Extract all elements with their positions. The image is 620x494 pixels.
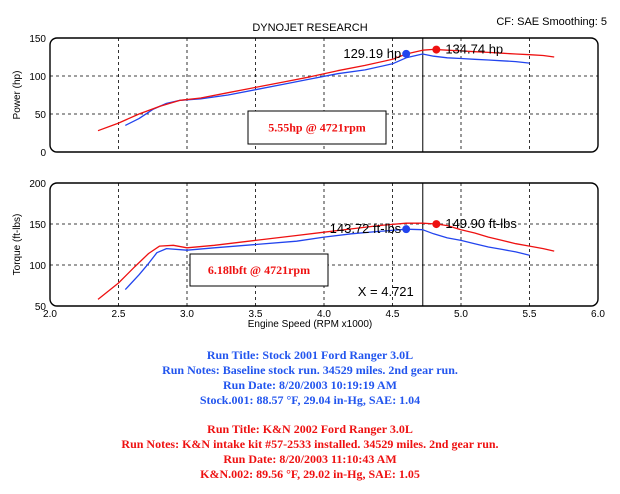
dyno-chart: DYNOJET RESEARCH CF: SAE Smoothing: 5 0 5…	[12, 16, 607, 330]
x-tick-label: 6.0	[591, 309, 605, 320]
peak-label-stock: 129.19 hp	[343, 46, 401, 61]
stock-run-notes: Run Title: Stock 2001 Ford Ranger 3.0L R…	[0, 348, 620, 408]
kn-run-date: Run Date: 8/20/2003 11:10:43 AM	[223, 452, 397, 466]
torque-gain-label: 6.18lbft @ 4721rpm	[208, 263, 310, 277]
x-tick-label: 4.5	[386, 309, 400, 320]
x-tick-label: 4.0	[317, 309, 331, 320]
y-tick-label: 50	[35, 302, 47, 313]
torque-plot: 50 100 150 200 Torque (ft-lbs) 143.72 ft-lbs 1…	[12, 179, 605, 330]
power-gain-box	[247, 110, 387, 145]
series-line-kn	[97, 222, 555, 300]
peak-marker-kn	[432, 220, 441, 229]
cursor-readout: X = 4.721	[358, 284, 414, 299]
kn-run-conditions: K&N.002: 89.56 °F, 29.02 in-Hg, SAE: 1.0…	[200, 467, 420, 481]
power-y-axis-label: Power (hp)	[12, 71, 23, 120]
chart-header-title: DYNOJET RESEARCH	[252, 22, 367, 34]
x-tick-label: 2.0	[43, 309, 57, 320]
power-plot: 0 50 100 150 Power (hp) 129.19 hp 134.74 hp 5.5…	[12, 34, 599, 159]
stock-run-notes-text: Run Notes: Baseline stock run. 34529 mil…	[162, 363, 458, 377]
power-gain-label: 5.55hp @ 4721rpm	[268, 121, 366, 135]
kn-run-notes-text: Run Notes: K&N intake kit #57-2533 insta…	[121, 437, 499, 451]
peak-label-kn: 149.90 ft-lbs	[445, 216, 517, 231]
torque-gain-box	[189, 253, 329, 287]
y-tick-label: 0	[40, 148, 46, 159]
x-axis-label: Engine Speed (RPM x1000)	[248, 319, 373, 330]
series-line-kn	[97, 48, 555, 132]
y-tick-label: 150	[29, 220, 46, 231]
y-tick-label: 100	[29, 261, 46, 272]
peak-marker-stock	[402, 225, 411, 234]
kn-run-title: Run Title: K&N 2002 Ford Ranger 3.0L	[207, 422, 413, 436]
x-tick-label: 5.0	[454, 309, 468, 320]
x-tick-label: 5.5	[523, 309, 537, 320]
x-tick-label: 3.0	[180, 309, 194, 320]
x-tick-label: 2.5	[112, 309, 126, 320]
y-tick-label: 50	[35, 110, 47, 121]
series-line-stock	[124, 228, 530, 291]
y-tick-label: 150	[29, 34, 46, 45]
peak-marker-stock	[402, 49, 411, 58]
stock-run-title: Run Title: Stock 2001 Ford Ranger 3.0L	[206, 348, 414, 362]
x-tick-label: 3.5	[249, 309, 263, 320]
peak-label-kn: 134.74 hp	[445, 42, 503, 57]
stock-run-date: Run Date: 8/20/2003 10:19:19 AM	[223, 378, 397, 392]
kn-run-notes: Run Title: K&N 2002 Ford Ranger 3.0L Run…	[0, 422, 620, 482]
chart-header-settings: CF: SAE Smoothing: 5	[496, 16, 607, 28]
peak-label-stock: 143.72 ft-lbs	[330, 221, 402, 236]
y-tick-label: 200	[29, 179, 46, 190]
torque-y-axis-label: Torque (ft-lbs)	[12, 214, 23, 276]
peak-marker-kn	[432, 45, 441, 54]
stock-run-conditions: Stock.001: 88.57 °F, 29.04 in-Hg, SAE: 1…	[199, 393, 421, 407]
y-tick-label: 100	[29, 72, 46, 83]
